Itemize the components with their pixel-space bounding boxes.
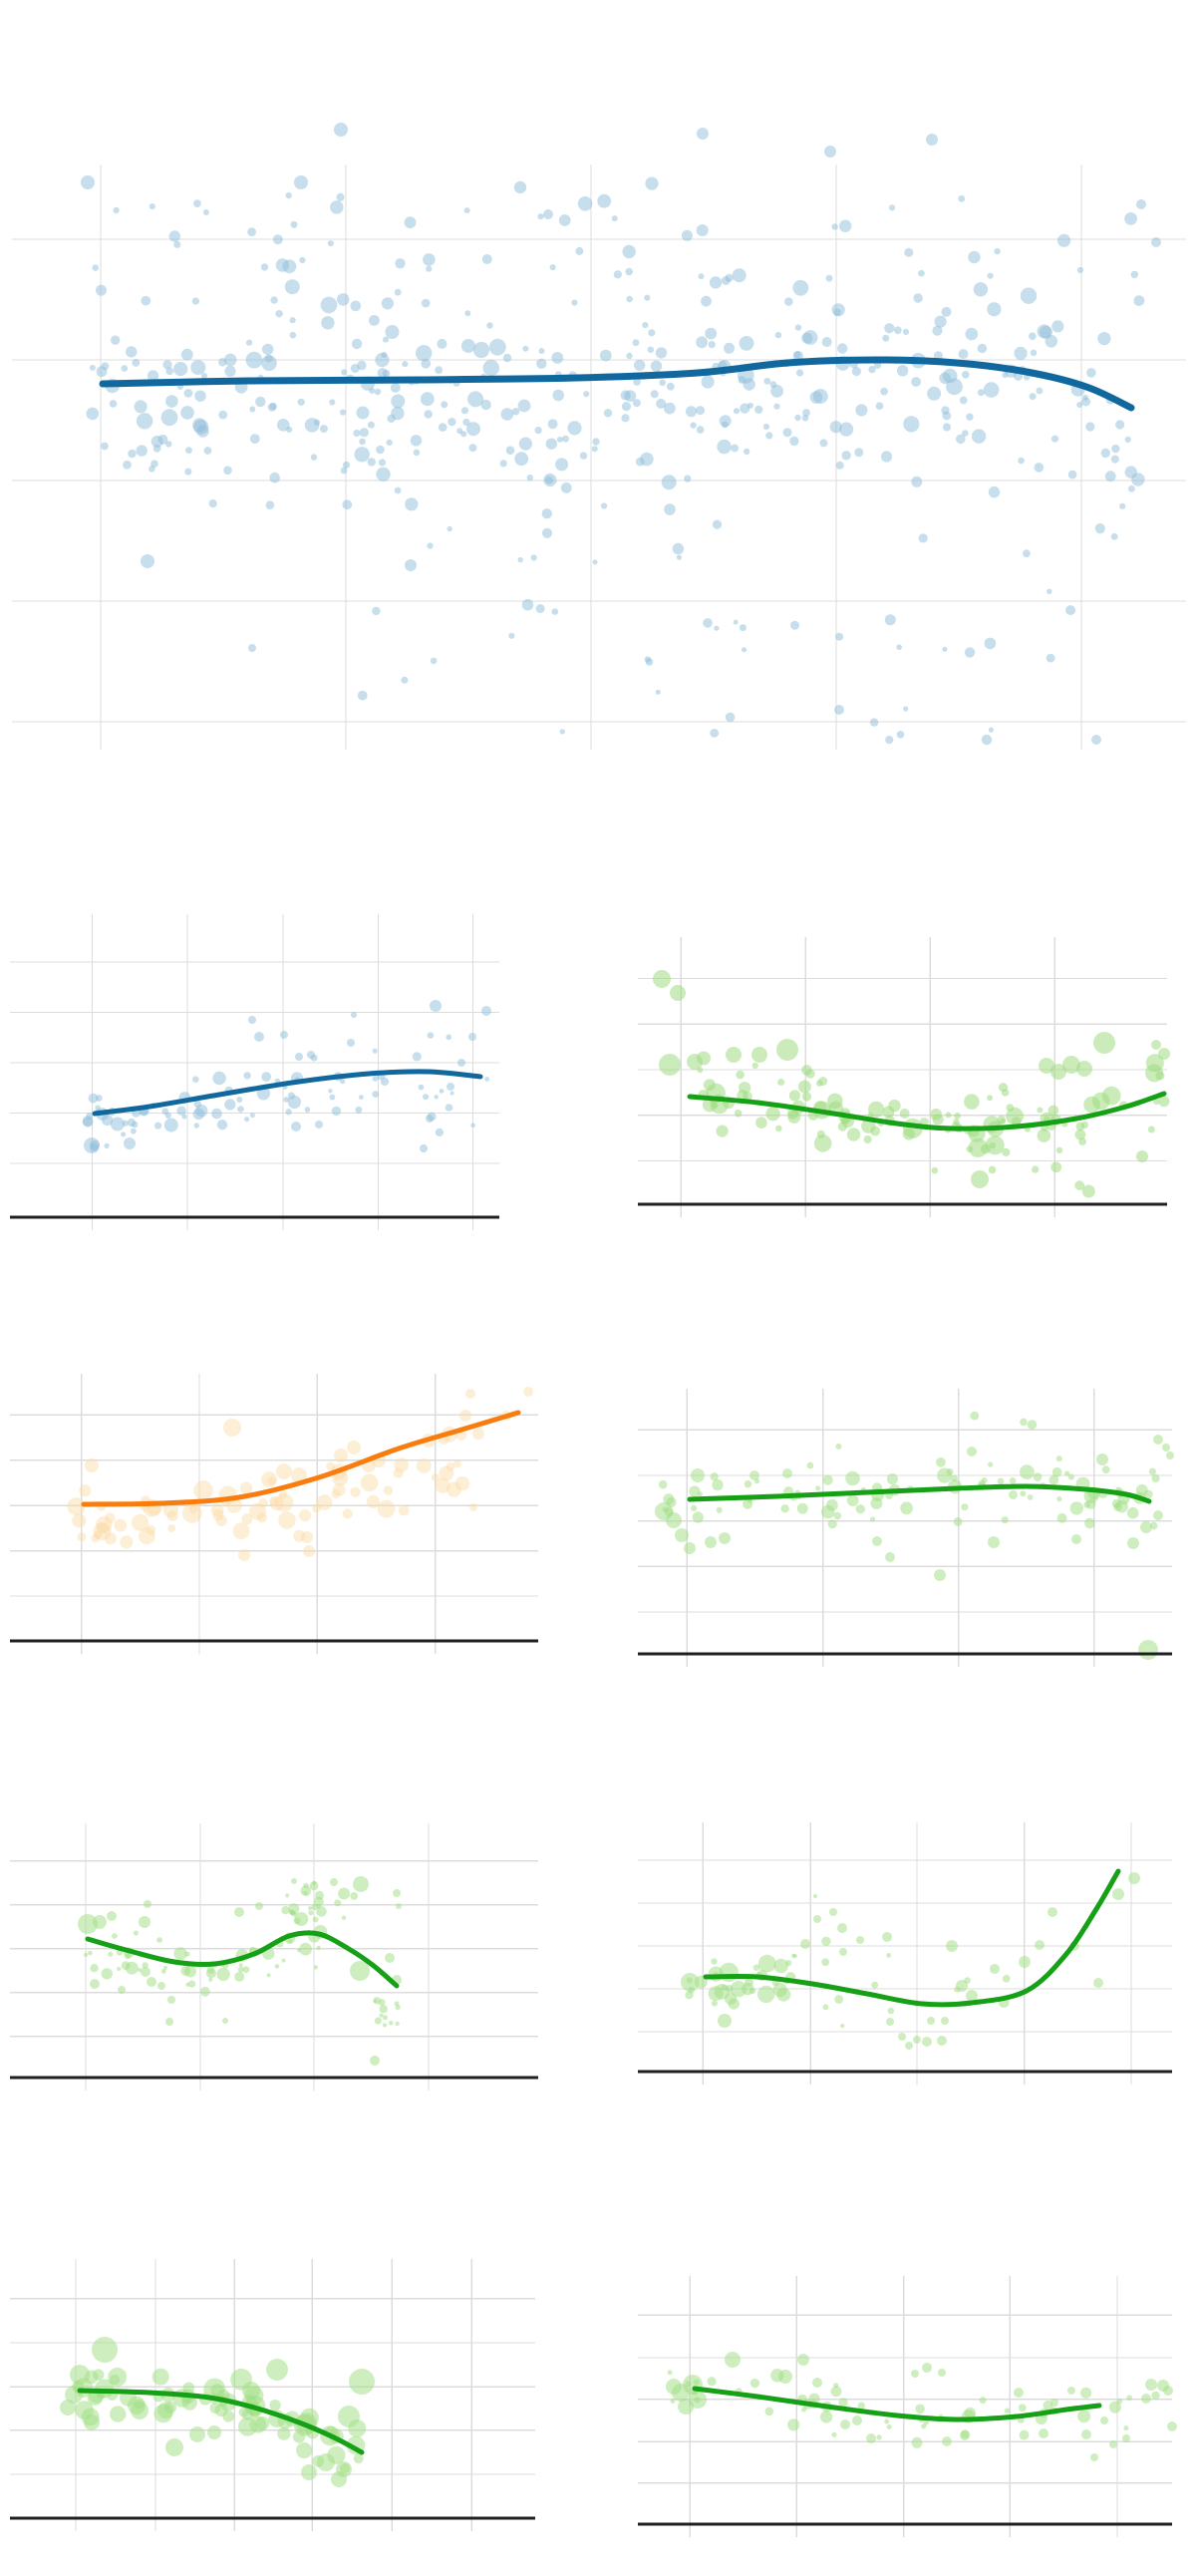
trend-line-small-8-green	[692, 2386, 1102, 2422]
trend-line-overview	[99, 356, 1135, 412]
scatter-dots-small-1-blue	[82, 1000, 491, 1153]
scatter-dots-small-4-green	[655, 1411, 1174, 1660]
scatter-chart-small-1-blue	[10, 914, 499, 1230]
scatter-chart-small-8-green	[638, 2276, 1177, 2537]
scatter-dots-small-2-green	[653, 970, 1170, 1198]
scatter-chart-small-4-green	[638, 1389, 1174, 1667]
scatter-dots-small-6-green	[680, 1872, 1140, 2050]
gridlines-small-5-green	[10, 1823, 538, 2091]
scatter-dots-small-8-green	[666, 2352, 1177, 2461]
scatter-dots-small-5-green	[78, 1876, 402, 2066]
scatter-chart-small-7-green	[10, 2259, 535, 2531]
gridlines-small-1-blue	[10, 914, 499, 1230]
scatter-chart-small-2-green	[638, 937, 1170, 1217]
trend-line-small-2-green	[687, 1091, 1167, 1131]
gridlines-small-8-green	[638, 2276, 1172, 2537]
scatter-chart-small-6-green	[638, 1822, 1172, 2085]
trend-line-small-6-green	[703, 1868, 1121, 2008]
scatter-chart-small-3-orange	[10, 1374, 538, 1654]
scatter-dots-overview	[81, 123, 1161, 746]
gridlines-small-2-green	[638, 937, 1167, 1217]
gridlines-small-4-green	[638, 1389, 1172, 1667]
scatter-dots-small-3-orange	[67, 1387, 533, 1561]
scatter-chart-small-5-green	[10, 1823, 538, 2091]
gridlines-small-6-green	[638, 1822, 1172, 2085]
gridlines-small-3-orange	[10, 1374, 538, 1654]
trend-line-small-3-orange	[81, 1410, 521, 1507]
trend-line-small-7-green	[77, 2388, 365, 2455]
gridlines-overview	[12, 164, 1186, 750]
scatter-chart-overview	[12, 123, 1186, 750]
scatter-dots-small-7-green	[60, 2337, 375, 2487]
trend-line-small-4-green	[687, 1483, 1152, 1504]
trend-line-small-1-blue	[92, 1069, 483, 1117]
trend-line-small-5-green	[85, 1930, 400, 1989]
